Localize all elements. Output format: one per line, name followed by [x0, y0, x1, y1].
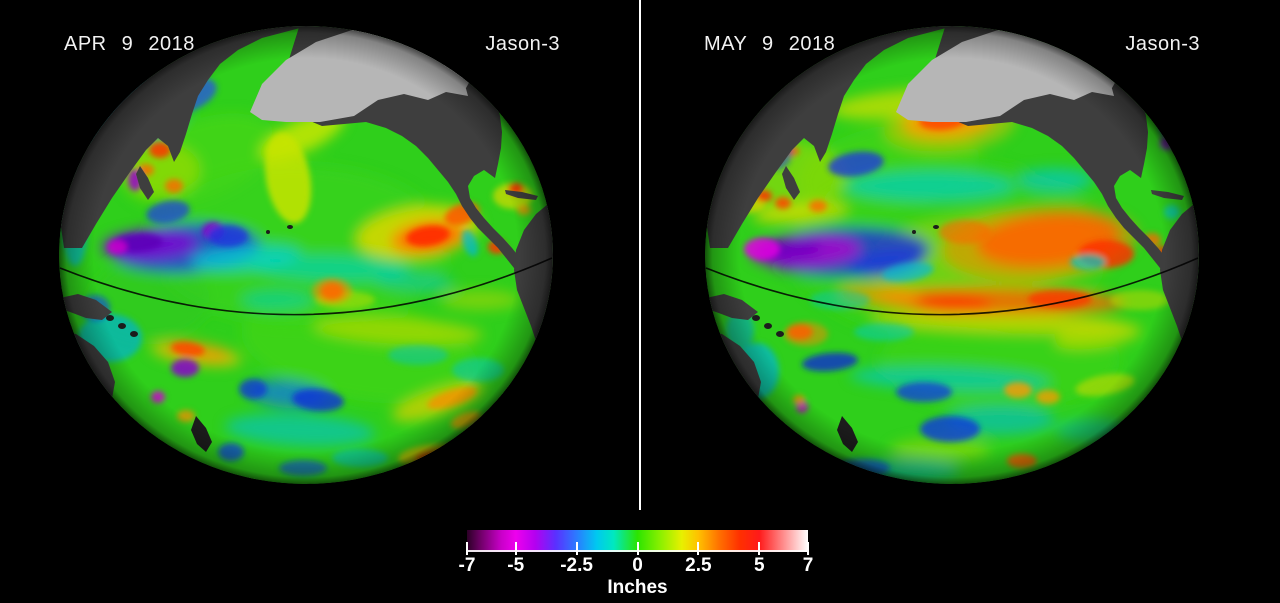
globe-right [705, 26, 1199, 484]
colorbar-tick-label: 0 [632, 555, 643, 576]
satellite-label-right: Jason-3 [1125, 33, 1200, 55]
colorbar-gradient [466, 530, 809, 555]
limb-shading [705, 26, 1199, 484]
colorbar-tick [466, 542, 468, 555]
colorbar-tick [514, 542, 517, 555]
colorbar-tick [636, 542, 639, 555]
colorbar-tick-label: -7 [458, 555, 476, 576]
colorbar-tick-label: 5 [753, 555, 765, 576]
colorbar-tick [758, 542, 761, 555]
globe-left [59, 26, 553, 484]
panel-divider-line [639, 0, 641, 510]
date-label-left: APR 9 2018 [64, 33, 195, 55]
limb-shading [59, 26, 553, 484]
colorbar-tick-label: 7 [802, 555, 814, 576]
date-label-right: MAY 9 2018 [704, 33, 836, 55]
colorbar-tick-label: -5 [507, 555, 525, 576]
colorbar-unit-label: Inches [607, 577, 668, 598]
colorbar-tick-label: 2.5 [685, 555, 712, 576]
colorbar-tick-label: -2.5 [560, 555, 593, 576]
colorbar: Inches -7 -5 -2.5 0 2.5 5 7 [459, 530, 813, 603]
colorbar-tick [697, 542, 700, 555]
satellite-label-left: Jason-3 [485, 33, 560, 55]
colorbar-tick [807, 542, 809, 555]
colorbar-tick [575, 542, 578, 555]
